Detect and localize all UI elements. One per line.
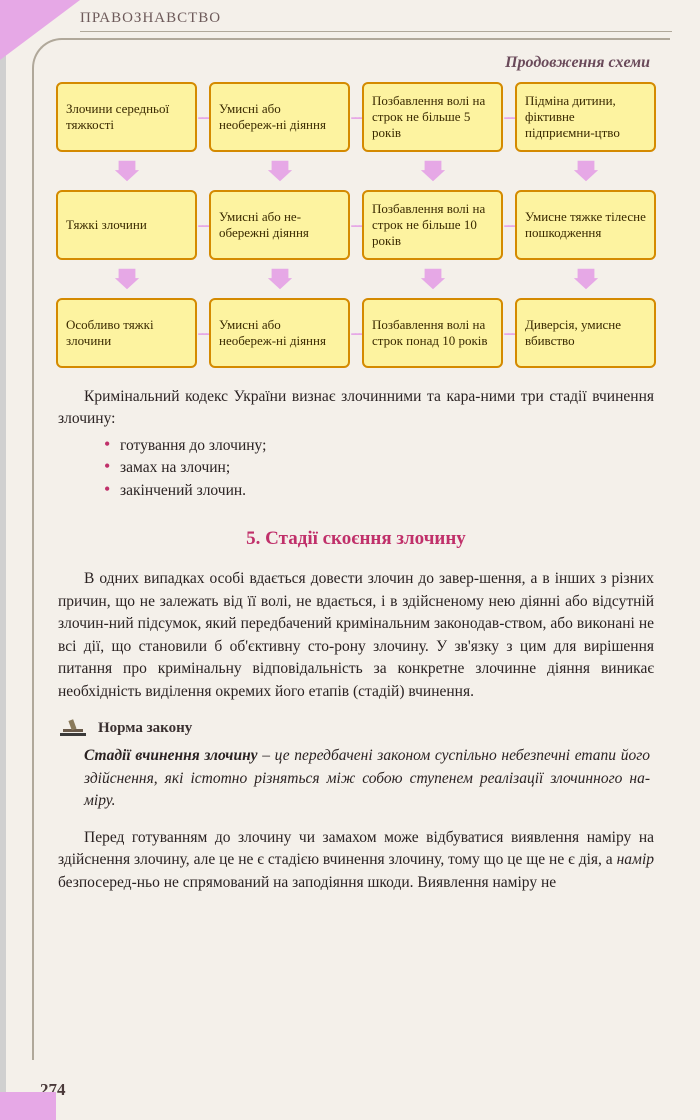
h-connector: --- [197,82,209,152]
page-left-edge [0,0,6,1120]
list-item: закінчений злочин. [104,480,654,502]
law-def-term: Стадії вчинення злочину [84,747,258,764]
grid-cell: Особливо тяжкі злочини [56,298,197,368]
grid-cell: Умисні або необереж-ні діяння [209,82,350,152]
h-connector: --- [197,298,209,368]
down-arrow-icon [362,152,503,190]
main-paragraph: В одних випадках особі вдається довести … [48,568,664,703]
grid-cell: Умисні або необереж-ні діяння [209,298,350,368]
grid-cell: Тяжкі злочини [56,190,197,260]
down-arrow-icon [362,260,503,298]
h-connector: --- [350,190,362,260]
law-definition: Стадії вчинення злочину – це передбачені… [48,745,664,812]
gavel-icon [58,717,88,739]
norm-label: Норма закону [98,720,192,737]
section-title: 5. Стадії скоєння злочину [48,528,664,550]
h-connector: --- [350,298,362,368]
content-frame: Продовження схеми Злочини середньої тяжк… [32,38,670,1060]
list-item: готування до злочину; [104,435,654,457]
bullet-list: готування до злочину; замах на злочин; з… [94,435,664,502]
h-connector: --- [503,82,515,152]
grid-cell: Умисні або не-обережні діяння [209,190,350,260]
down-arrow-icon [56,260,197,298]
flowchart-grid: Злочини середньої тяжкості --- Умисні аб… [48,82,664,368]
down-arrow-icon [209,260,350,298]
norm-heading: Норма закону [58,717,664,739]
down-arrow-icon [515,260,656,298]
grid-cell: Позбавлення волі на строк не більше 5 ро… [362,82,503,152]
h-connector: --- [350,82,362,152]
intro-paragraph: Кримінальний кодекс України визнає злочи… [48,386,664,431]
para-text: безпосеред-ньо не спрямований на заподія… [58,874,556,891]
grid-cell: Злочини середньої тяжкості [56,82,197,152]
grid-cell: Умисне тяжке тілесне пошкодження [515,190,656,260]
down-arrow-icon [209,152,350,190]
continuation-label: Продовження схеми [48,54,650,72]
h-connector: --- [503,190,515,260]
list-item: замах на злочин; [104,457,654,479]
para-em: намір [617,851,654,868]
closing-paragraph: Перед готуванням до злочину чи замахом м… [48,827,664,894]
grid-cell: Підміна дитини, фіктивне підприємни-цтво [515,82,656,152]
grid-cell: Диверсія, умисне вбивство [515,298,656,368]
para-text: Перед готуванням до злочину чи замахом м… [58,829,654,868]
grid-cell: Позбавлення волі на строк не більше 10 р… [362,190,503,260]
down-arrow-icon [56,152,197,190]
bottom-ornament [0,1092,56,1120]
h-connector: --- [503,298,515,368]
page-header: ПРАВОЗНАВСТВО [80,10,672,32]
h-connector: --- [197,190,209,260]
grid-cell: Позбавлення волі на строк понад 10 років [362,298,503,368]
down-arrow-icon [515,152,656,190]
